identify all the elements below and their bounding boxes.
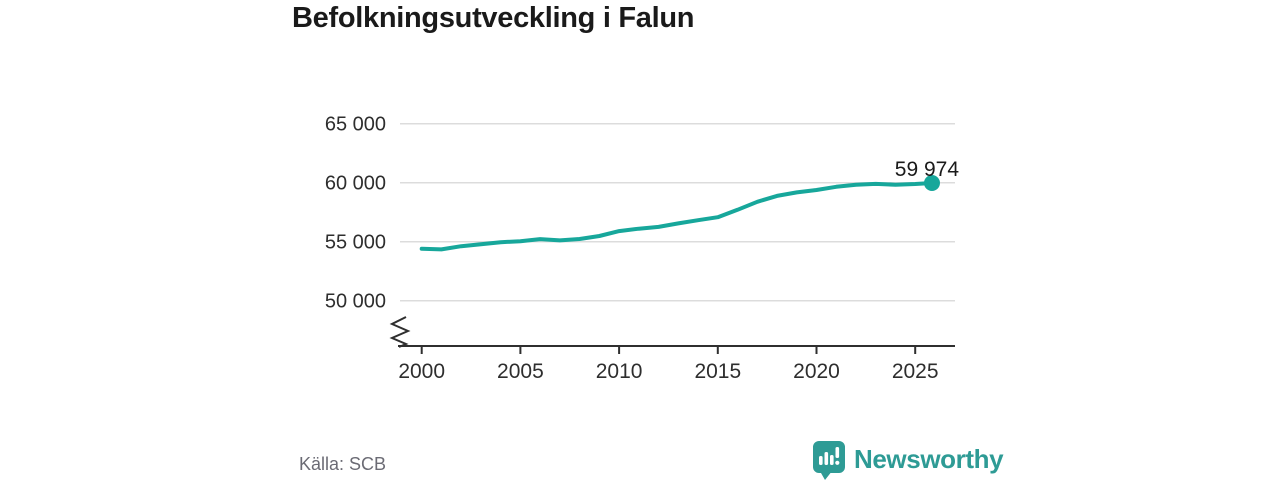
newsworthy-logo-link[interactable]: Newsworthy: [812, 440, 1004, 480]
newsworthy-logo-icon: [813, 441, 845, 480]
x-tick-label: 2025: [892, 360, 939, 383]
y-tick-label: 65 000: [325, 114, 386, 136]
speech-bubble-shape: [813, 441, 845, 480]
logo-exclamation-stem: [835, 447, 840, 458]
end-value-label: 59 974: [895, 158, 960, 181]
y-tick-label: 60 000: [325, 173, 386, 195]
chart-title: Befolkningsutveckling i Falun: [292, 2, 695, 34]
x-tick-label: 2005: [497, 360, 544, 383]
logo-bar-1: [819, 456, 823, 465]
y-tick-label: 50 000: [325, 291, 386, 313]
series-end-dot: [923, 175, 940, 192]
logo-exclamation-dot: [835, 460, 840, 465]
x-tick-label: 2000: [398, 360, 445, 383]
logo-bar-2: [824, 452, 829, 465]
y-axis-break-icon: [389, 316, 411, 348]
y-tick-label: 55 000: [325, 232, 386, 254]
population-series-line: [419, 181, 934, 252]
x-tick-label: 2015: [694, 360, 741, 383]
logo-bar-3: [830, 455, 834, 465]
x-tick-label: 2020: [793, 360, 840, 383]
x-tick-label: 2010: [596, 360, 643, 383]
source-note: Källa: SCB: [299, 454, 387, 474]
newsworthy-logo-text: Newsworthy: [854, 444, 1004, 474]
